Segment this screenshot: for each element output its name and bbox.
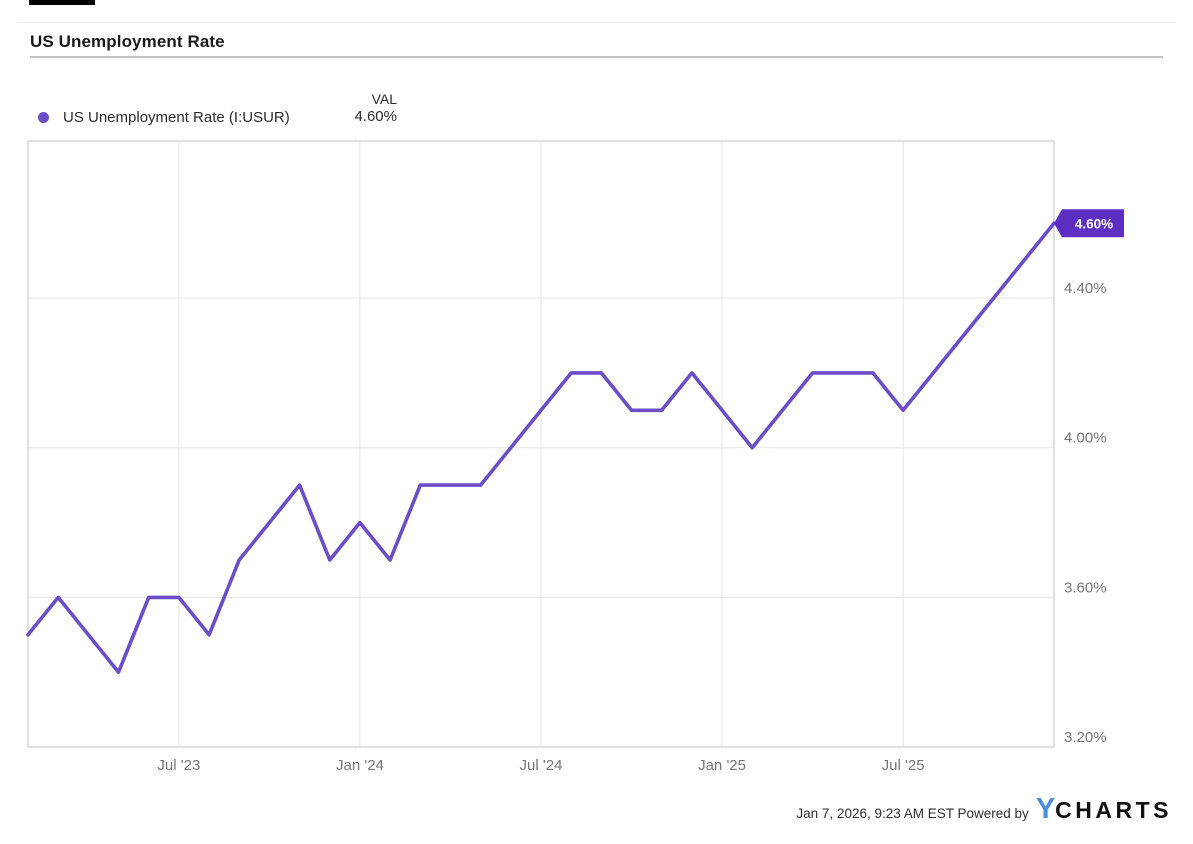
legend-series-label: US Unemployment Rate (I:USUR) <box>63 109 290 126</box>
plot-border <box>27 140 1055 748</box>
page-title: US Unemployment Rate <box>30 32 225 51</box>
x-axis-tick-label: Jan '25 <box>698 757 746 774</box>
y-axis-tick-label: 3.20% <box>1064 729 1107 746</box>
y-axis-tick-label: 3.60% <box>1064 579 1107 596</box>
title-divider <box>30 56 1163 58</box>
x-axis-tick-label: Jan '24 <box>336 757 384 774</box>
x-axis-tick-label: Jul '23 <box>157 757 200 774</box>
footer-timestamp: Jan 7, 2026, 9:23 AM EST Powered by <box>796 806 1029 821</box>
legend-val-header: VAL <box>371 91 397 107</box>
ycharts-logo: Y CHARTS <box>1035 793 1172 825</box>
last-value-badge-label: 4.60% <box>1075 216 1113 231</box>
chart-footer: Jan 7, 2026, 9:23 AM EST Powered by Y CHA… <box>796 793 1172 825</box>
legend-val-value: 4.60% <box>354 108 397 125</box>
top-black-bar <box>29 0 95 5</box>
series-line[interactable] <box>26 221 1056 675</box>
legend-series-dot-icon <box>38 112 49 123</box>
y-axis-tick-label: 4.40% <box>1064 280 1107 297</box>
ycharts-logo-y-icon: Y <box>1035 793 1056 825</box>
legend-value-column: VAL 4.60% <box>300 90 397 126</box>
top-divider-line <box>18 22 1176 23</box>
ycharts-logo-text: CHARTS <box>1055 797 1172 823</box>
y-axis-tick-label: 4.00% <box>1064 430 1107 447</box>
x-axis-tick-label: Jul '24 <box>520 757 563 774</box>
x-axis-tick-label: Jul '25 <box>882 757 925 774</box>
last-value-badge <box>1054 209 1124 238</box>
